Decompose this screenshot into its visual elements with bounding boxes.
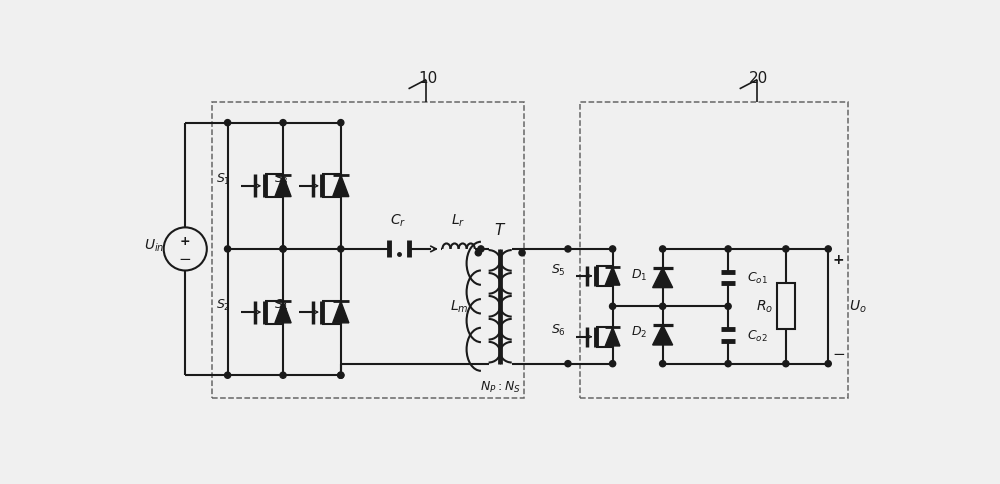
Circle shape [338,372,344,378]
Polygon shape [333,302,349,323]
Text: $U_{in}$: $U_{in}$ [144,237,165,254]
Polygon shape [275,302,291,323]
Text: $U_o$: $U_o$ [849,299,866,315]
Circle shape [280,372,286,378]
Polygon shape [653,268,673,288]
Text: $S_{2}$: $S_{2}$ [216,297,231,312]
Circle shape [478,246,484,253]
Circle shape [280,121,286,126]
Text: $S_{5}$: $S_{5}$ [551,262,566,277]
Circle shape [338,121,344,126]
Text: $C_{o1}$: $C_{o1}$ [747,271,767,286]
Circle shape [225,372,231,378]
Circle shape [280,246,286,253]
Text: $R_o$: $R_o$ [756,299,774,315]
Circle shape [825,361,831,367]
Circle shape [725,361,731,367]
Text: $S_{3}$: $S_{3}$ [274,171,289,186]
Circle shape [280,246,286,253]
Circle shape [725,246,731,253]
Circle shape [610,303,616,310]
Text: $T$: $T$ [494,222,506,238]
Polygon shape [605,267,620,286]
Text: −: − [179,251,192,266]
Text: 20: 20 [749,71,769,86]
Circle shape [660,246,666,253]
Text: $C_r$: $C_r$ [390,212,407,228]
Circle shape [725,303,731,310]
Text: $D_1$: $D_1$ [631,268,648,283]
Circle shape [338,246,344,253]
Circle shape [225,246,231,253]
Circle shape [565,361,571,367]
Text: $L_r$: $L_r$ [451,212,466,228]
Text: $C_{o2}$: $C_{o2}$ [747,328,767,343]
Circle shape [475,250,481,257]
Circle shape [610,361,616,367]
Text: $S_{1}$: $S_{1}$ [216,171,231,186]
Text: $S_{6}$: $S_{6}$ [551,322,566,338]
Circle shape [660,303,666,310]
Circle shape [225,121,231,126]
Circle shape [610,246,616,253]
Circle shape [338,372,344,378]
Circle shape [660,361,666,367]
Polygon shape [605,328,620,346]
Text: +: + [180,234,191,247]
Text: $L_m$: $L_m$ [450,299,469,315]
Text: $S_{4}$: $S_{4}$ [274,297,289,312]
Text: +: + [832,253,844,266]
Circle shape [783,361,789,367]
Text: 10: 10 [418,71,437,86]
Circle shape [519,250,525,257]
Circle shape [565,246,571,253]
Polygon shape [333,176,349,197]
Text: $N_P : N_S$: $N_P : N_S$ [480,379,521,394]
Circle shape [825,246,831,253]
Text: $D_2$: $D_2$ [631,325,648,340]
Polygon shape [275,176,291,197]
Text: −: − [832,347,845,362]
Circle shape [783,246,789,253]
Polygon shape [653,325,673,345]
